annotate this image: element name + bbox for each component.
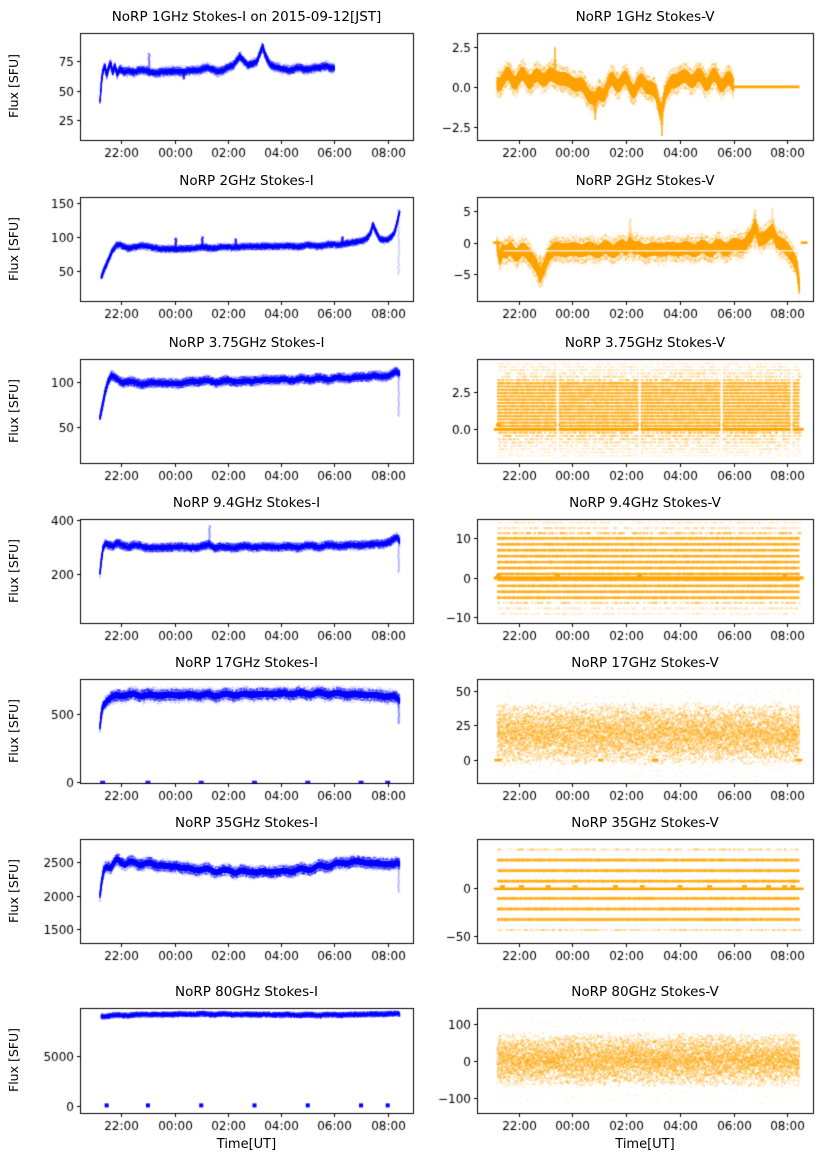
plot-canvas — [0, 975, 420, 1169]
plot-canvas — [420, 975, 827, 1169]
subplot-norp-3p75ghz-stokes-i: NoRP 3.75GHz Stokes-I Flux [SFU] — [0, 326, 420, 486]
subplot-norp-2ghz-stokes-i: NoRP 2GHz Stokes-I Flux [SFU] — [0, 164, 420, 324]
plot-canvas — [0, 486, 420, 646]
plot-canvas — [0, 326, 420, 486]
subplot-norp-9p4ghz-stokes-i: NoRP 9.4GHz Stokes-I Flux [SFU] — [0, 486, 420, 646]
plot-canvas — [420, 646, 827, 806]
subplot-norp-2ghz-stokes-v: NoRP 2GHz Stokes-V — [420, 164, 827, 324]
subplot-norp-1ghz-stokes-i: NoRP 1GHz Stokes-I on 2015-09-12[JST] Fl… — [0, 0, 420, 160]
subplot-norp-35ghz-stokes-v: NoRP 35GHz Stokes-V — [420, 806, 827, 966]
plot-canvas — [420, 486, 827, 646]
subplot-norp-17ghz-stokes-i: NoRP 17GHz Stokes-I Flux [SFU] — [0, 646, 420, 806]
subplot-norp-80ghz-stokes-v: NoRP 80GHz Stokes-V Time[UT] — [420, 975, 827, 1169]
subplot-norp-3p75ghz-stokes-v: NoRP 3.75GHz Stokes-V — [420, 326, 827, 486]
plot-canvas — [420, 0, 827, 160]
plot-canvas — [0, 646, 420, 806]
subplot-norp-17ghz-stokes-v: NoRP 17GHz Stokes-V — [420, 646, 827, 806]
plot-canvas — [420, 806, 827, 966]
subplot-norp-80ghz-stokes-i: NoRP 80GHz Stokes-I Flux [SFU] Time[UT] — [0, 975, 420, 1169]
plot-canvas — [420, 164, 827, 324]
subplot-norp-1ghz-stokes-v: NoRP 1GHz Stokes-V — [420, 0, 827, 160]
plot-canvas — [420, 326, 827, 486]
plot-canvas — [0, 0, 420, 160]
subplot-norp-9p4ghz-stokes-v: NoRP 9.4GHz Stokes-V — [420, 486, 827, 646]
plot-canvas — [0, 164, 420, 324]
plot-canvas — [0, 806, 420, 966]
subplot-norp-35ghz-stokes-i: NoRP 35GHz Stokes-I Flux [SFU] — [0, 806, 420, 966]
